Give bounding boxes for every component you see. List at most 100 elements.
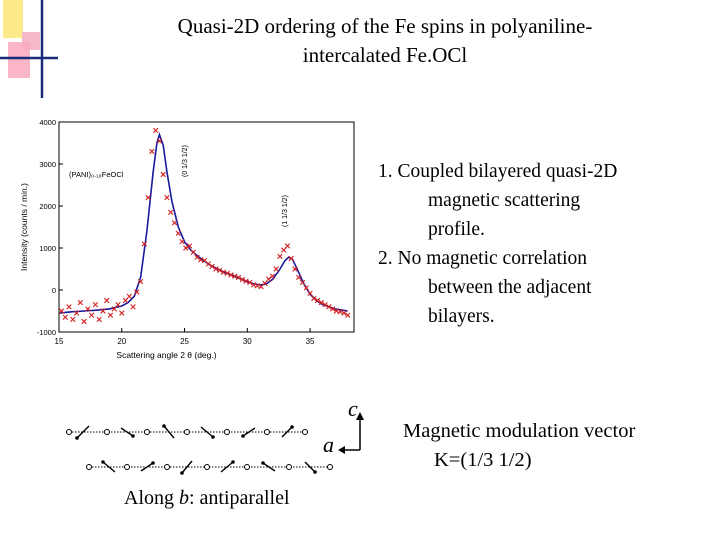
data-point bbox=[73, 310, 80, 316]
peak-label-1: (0 1/3 1/2) bbox=[182, 145, 189, 177]
finding-1-number: 1. bbox=[378, 161, 393, 182]
page-title: Quasi-2D ordering of the Fe spins in pol… bbox=[95, 12, 675, 70]
c-axis-arrowhead bbox=[356, 412, 364, 420]
y-tick-label: 4000 bbox=[39, 118, 56, 127]
axis-indicator bbox=[338, 412, 364, 454]
spin-arrow bbox=[242, 427, 256, 437]
scattering-chart: 15 20 25 30 35 -1000 0 1000 2000 3000 4000 Scatteri… bbox=[19, 118, 355, 360]
data-point bbox=[149, 148, 155, 155]
title-line-2: intercalated Fe.OCl bbox=[302, 43, 468, 67]
data-point bbox=[198, 257, 204, 263]
data-point bbox=[122, 297, 129, 304]
atom bbox=[144, 429, 150, 435]
spin-arrow bbox=[262, 462, 276, 472]
finding-2-line-2: between the adjacent bbox=[428, 277, 592, 298]
spin-arrow-head bbox=[290, 425, 294, 429]
data-point bbox=[141, 241, 148, 247]
data-point bbox=[145, 194, 151, 201]
data-point bbox=[209, 263, 215, 270]
spin-arrow bbox=[140, 462, 154, 472]
data-point bbox=[58, 308, 65, 314]
data-point bbox=[96, 316, 102, 323]
data-point bbox=[100, 308, 106, 314]
plot-frame bbox=[58, 121, 355, 333]
atom bbox=[86, 464, 92, 470]
data-point bbox=[179, 239, 185, 245]
data-point bbox=[77, 299, 84, 306]
fit-curve-line bbox=[58, 132, 348, 314]
data-point bbox=[85, 306, 91, 312]
y-tick-label: 2000 bbox=[39, 202, 56, 211]
axis-c-label: c bbox=[348, 396, 358, 421]
atom bbox=[264, 429, 270, 435]
data-point bbox=[311, 295, 317, 302]
x-tick-label: 30 bbox=[243, 337, 252, 346]
data-point bbox=[284, 243, 291, 249]
data-point bbox=[92, 302, 99, 308]
data-point bbox=[190, 249, 197, 255]
data-point bbox=[126, 293, 132, 299]
spin-caption: Along b: antiparallel bbox=[124, 487, 290, 510]
data-point bbox=[62, 314, 68, 320]
atom bbox=[224, 429, 230, 435]
data-point bbox=[186, 243, 193, 249]
atom bbox=[164, 464, 170, 470]
data-point bbox=[168, 209, 174, 215]
axis-a-label: a bbox=[323, 432, 334, 457]
data-point bbox=[333, 308, 340, 314]
data-point bbox=[269, 273, 276, 279]
finding-2-number: 2. bbox=[378, 248, 393, 269]
data-point bbox=[273, 266, 279, 272]
finding-2: 2. No magnetic correlation between the a… bbox=[378, 244, 698, 331]
data-point bbox=[205, 261, 212, 267]
x-tick-label: 15 bbox=[55, 337, 64, 346]
lower-chain bbox=[86, 460, 333, 475]
data-point bbox=[224, 270, 230, 276]
spin-arrow bbox=[163, 425, 175, 439]
data-point bbox=[299, 279, 306, 286]
data-point bbox=[277, 253, 283, 260]
spin-arrow bbox=[200, 426, 214, 438]
data-point bbox=[81, 318, 87, 325]
caption-suffix: : antiparallel bbox=[189, 487, 290, 509]
data-point bbox=[250, 282, 257, 288]
spin-arrow bbox=[120, 427, 134, 437]
plot-labels-group: (PANI)₀.₁₈FeOCl (0 1/3 1/2) (1 1/3 1/2) bbox=[69, 145, 289, 227]
data-point bbox=[243, 278, 249, 284]
data-point bbox=[341, 310, 347, 316]
data-point bbox=[345, 312, 351, 318]
title-line-1: Quasi-2D ordering of the Fe spins in pol… bbox=[177, 14, 593, 38]
data-point bbox=[70, 316, 76, 323]
data-point bbox=[254, 283, 261, 289]
x-tick-label: 25 bbox=[180, 337, 189, 346]
y-tick-label: 1000 bbox=[39, 244, 56, 253]
data-point bbox=[265, 276, 272, 282]
x-tick-label: 20 bbox=[117, 337, 126, 346]
spin-arrow-head bbox=[211, 435, 215, 439]
data-point bbox=[164, 194, 170, 201]
atom bbox=[327, 464, 333, 470]
upper-chain bbox=[66, 424, 308, 440]
data-point bbox=[220, 269, 227, 276]
atom bbox=[244, 464, 250, 470]
data-point bbox=[292, 266, 298, 272]
data-point bbox=[175, 230, 181, 236]
data-point bbox=[111, 306, 117, 312]
y-axis-label: Intensity (counts / min.) bbox=[19, 183, 29, 271]
data-point bbox=[119, 310, 125, 316]
findings-list: 1. Coupled bilayered quasi-2D magnetic s… bbox=[378, 157, 698, 331]
finding-2-first: No magnetic correlation bbox=[397, 248, 588, 269]
data-point bbox=[318, 299, 325, 306]
finding-2-line-3: bilayers. bbox=[428, 306, 495, 327]
data-point bbox=[156, 138, 163, 144]
atom bbox=[124, 464, 130, 470]
data-point bbox=[160, 171, 166, 178]
atom bbox=[286, 464, 292, 470]
finding-1-line-2: magnetic scattering bbox=[428, 190, 581, 211]
spin-arrow bbox=[76, 425, 90, 439]
data-point bbox=[213, 266, 219, 272]
a-axis-arrowhead bbox=[338, 446, 345, 454]
fit-curve-group bbox=[58, 132, 348, 314]
data-point bbox=[239, 276, 245, 283]
data-point bbox=[152, 127, 159, 134]
